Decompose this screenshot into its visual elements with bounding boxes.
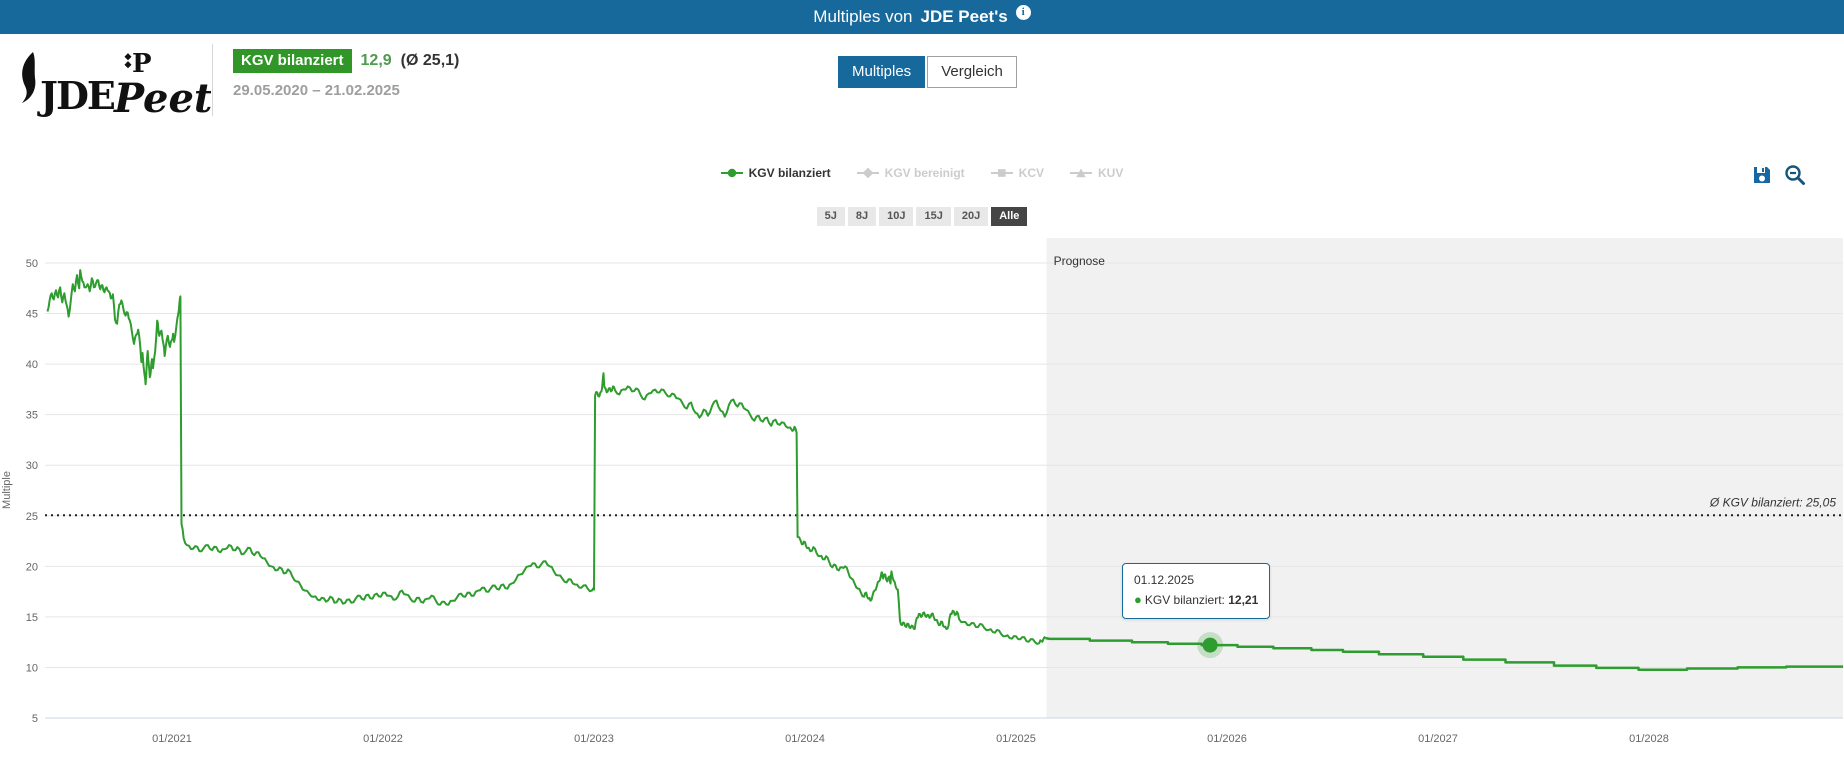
legend-item-kgv-bilanziert[interactable]: KGV bilanziert [720, 166, 831, 180]
toolbar: JDE P Peet’s KGV bilanziert 12,9 (Ø 25,1… [0, 34, 1844, 130]
chart-canvas[interactable]: 5 10 15 20 25 30 35 40 45 50 Ø KGV bilanziert: 25,… [0, 130, 1844, 764]
page-title-prefix: Multiples von [813, 7, 913, 26]
square-marker-icon [990, 169, 1013, 177]
average-line-label: Ø KGV bilanziert: 25,05 [1709, 495, 1836, 509]
range-button-20j[interactable]: 20J [953, 207, 989, 227]
y-tick-label: 20 [26, 561, 38, 573]
diamond-marker-icon [856, 168, 879, 178]
tooltip-date: 01.12.2025 [1134, 573, 1195, 587]
chart-area: 5 10 15 20 25 30 35 40 45 50 Ø KGV bilanziert: 25,… [0, 130, 1844, 764]
forecast-band [1046, 238, 1843, 718]
range-button-15j[interactable]: 15J [916, 207, 951, 227]
triangle-marker-icon [1070, 168, 1093, 178]
chart-legend: KGV bilanziert KGV bereinigt KCV KUV [0, 166, 1844, 180]
tooltip-series-label: KGV bilanziert: [1144, 592, 1225, 607]
y-axis-title: Multiple [1, 471, 13, 509]
x-tick-label: 01/2026 [1207, 733, 1247, 745]
legend-item-kcv[interactable]: KCV [990, 166, 1044, 180]
svg-text:Peet’s: Peet’s [113, 75, 211, 122]
info-icon[interactable]: i [1015, 4, 1031, 20]
view-button-vergleich[interactable]: Vergleich [927, 56, 1017, 88]
legend-item-kuv[interactable]: KUV [1070, 166, 1123, 180]
x-tick-label: 01/2025 [996, 733, 1036, 745]
range-button-8j[interactable]: 8J [847, 207, 877, 227]
metric-value: 12,9 [360, 52, 392, 69]
range-button-5j[interactable]: 5J [816, 207, 845, 227]
y-tick-label: 15 [26, 612, 38, 624]
y-tick-label: 25 [26, 511, 38, 523]
chart-tooltip: 01.12.2025 ● KGV bilanziert: 12,21 [1122, 563, 1271, 619]
view-button-multiples[interactable]: Multiples [838, 56, 926, 88]
legend-item-kgv-bereinigt[interactable]: KGV bereinigt [856, 166, 965, 180]
page-title-company: JDE Peet's [920, 7, 1008, 26]
tooltip-series-dot: ● [1134, 591, 1142, 607]
y-tick-label: 50 [26, 258, 38, 270]
series-kgv-bilanziert [46, 269, 1047, 645]
hover-point [1202, 637, 1218, 653]
x-tick-label: 01/2024 [785, 733, 825, 745]
range-button-10j[interactable]: 10J [879, 207, 914, 227]
x-tick-label: 01/2022 [363, 733, 403, 745]
zoom-out-icon[interactable] [1784, 164, 1806, 186]
logo-swoosh [22, 52, 36, 103]
y-tick-label: 40 [26, 359, 38, 371]
x-tick-label: 01/2028 [1629, 733, 1669, 745]
forecast-label: Prognose [1054, 254, 1106, 268]
range-selector: 5J 8J 10J 15J 20J Alle [0, 207, 1844, 227]
series-kgv-bilanziert-forecast [1045, 636, 1844, 671]
metric-average: (Ø 25,1) [400, 52, 460, 69]
y-tick-label: 35 [26, 410, 38, 422]
x-tick-label: 01/2021 [152, 733, 192, 745]
view-switch: Multiples Vergleich [838, 56, 1017, 88]
x-tick-label: 01/2027 [1418, 733, 1458, 745]
save-icon[interactable] [1752, 165, 1772, 185]
y-tick-label: 45 [26, 309, 38, 321]
y-tick-label: 30 [26, 460, 38, 472]
y-tick-label: 5 [32, 713, 38, 725]
page-header: Multiples von JDE Peet's i [0, 0, 1844, 34]
company-logo: JDE P Peet’s [16, 46, 249, 127]
range-button-alle[interactable]: Alle [991, 207, 1028, 227]
svg-text:JDE: JDE [37, 73, 115, 118]
x-tick-label: 01/2023 [574, 733, 614, 745]
svg-text:P: P [132, 49, 152, 79]
metric-badge: KGV bilanziert [233, 49, 352, 73]
date-range: 29.05.2020 – 21.02.2025 [233, 82, 400, 99]
metric-block: KGV bilanziert 12,9 (Ø 25,1) 29.05.2020 … [233, 49, 459, 99]
chart-toolbar [1752, 164, 1806, 186]
circle-marker-icon [720, 168, 743, 178]
tooltip-value: 12,21 [1228, 592, 1259, 607]
y-tick-label: 10 [26, 662, 38, 674]
toolbar-divider [212, 44, 213, 116]
